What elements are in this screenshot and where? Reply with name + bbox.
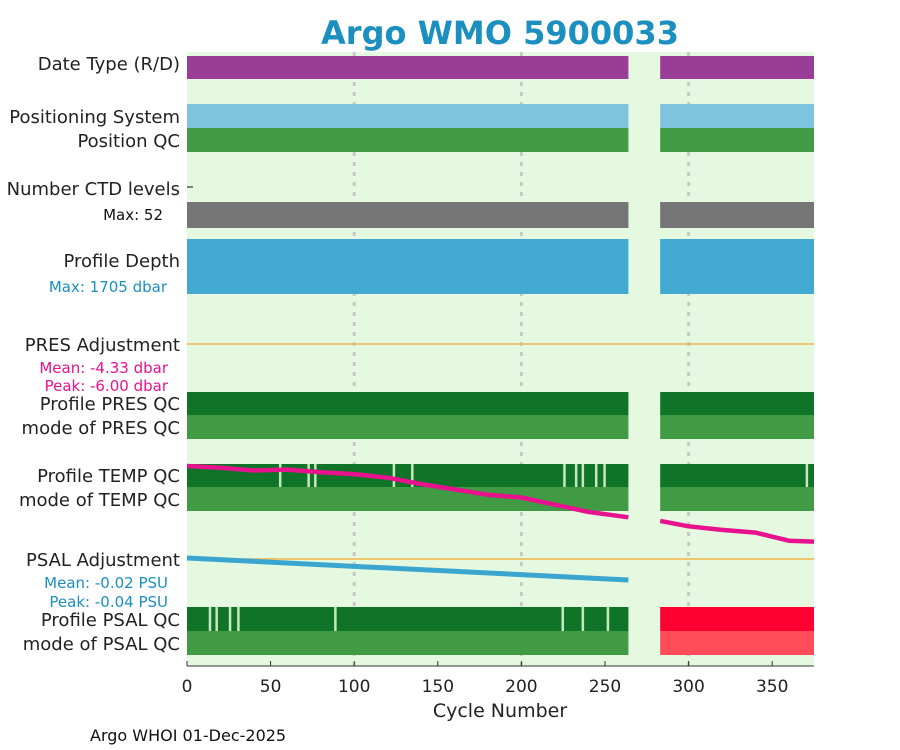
- pres-mode-band-segment-2: [660, 415, 814, 439]
- label-positioning-system: Positioning System: [9, 107, 180, 128]
- label-profile-temp-qc: Profile TEMP QC: [37, 466, 180, 487]
- positioning-band-segment-2: [660, 104, 814, 128]
- date-type-band-segment-1: [187, 56, 629, 79]
- psal-qc-flag-224: [561, 607, 565, 631]
- chart-title: Argo WMO 5900033: [321, 14, 679, 52]
- temp-qc-flag-72: [307, 464, 310, 487]
- temp-trace-segment-2: [659, 518, 815, 544]
- label-depth-max: Max: 1705 dbar: [49, 278, 168, 296]
- profile-depth-band-segment-1: [187, 239, 629, 294]
- label-date-type: Date Type (R/D): [38, 54, 180, 75]
- label-profile-pres-qc: Profile PRES QC: [40, 394, 180, 415]
- psal-adjustment-trace: [186, 555, 629, 583]
- vertical-gridlines: [352, 52, 691, 666]
- psal-mode-band-segment-2: [660, 631, 814, 655]
- temp-trace-segment-1: [186, 463, 629, 520]
- temp-qc-flag-225: [563, 464, 566, 487]
- temp-mode-band-segment-2: [660, 487, 814, 511]
- positioning-band-segment-1: [187, 104, 629, 128]
- x-tick-label-50: 50: [260, 677, 282, 697]
- psal-qc-flag-251: [606, 607, 610, 631]
- data-bands: [187, 56, 814, 655]
- label-pres-adjustment: PRES Adjustment: [25, 335, 180, 356]
- date-type-band-segment-2: [660, 56, 814, 79]
- ctd-levels-band-segment-2: [660, 202, 814, 228]
- temp-qc-band-segment-2: [660, 464, 814, 487]
- x-tick-label-300: 300: [672, 677, 704, 697]
- x-tick-label-350: 350: [756, 677, 788, 697]
- pres-qc-band-segment-2: [660, 392, 814, 415]
- label-mode-pres-qc: mode of PRES QC: [22, 418, 180, 439]
- label-psal-mean: Mean: -0.02 PSU: [44, 574, 168, 592]
- label-pres-mean: Mean: -4.33 dbar: [39, 359, 169, 377]
- psal-qc-flag-30: [237, 607, 240, 631]
- psal-qc-flag-88: [334, 607, 337, 631]
- x-tick-label-100: 100: [338, 677, 370, 697]
- temp-qc-flag-232: [574, 464, 578, 487]
- temp-qc-flag-236: [581, 464, 585, 487]
- position-qc-band-segment-2: [660, 128, 814, 152]
- x-tick-label-250: 250: [589, 677, 621, 697]
- footer-credit: Argo WHOI 01-Dec-2025: [90, 726, 286, 745]
- label-profile-psal-qc: Profile PSAL QC: [41, 610, 180, 631]
- psal-qc-flag-17: [215, 607, 218, 631]
- psal-qc-flag-236: [581, 607, 585, 631]
- ctd-levels-band-segment-1: [187, 202, 629, 228]
- temp-qc-flag-55: [278, 464, 282, 487]
- label-psal-adjustment: PSAL Adjustment: [26, 550, 180, 571]
- x-tick-label-150: 150: [422, 677, 454, 697]
- pres-mode-band-segment-1: [187, 415, 629, 439]
- temp-qc-flag-123: [392, 464, 396, 487]
- label-mode-temp-qc: mode of TEMP QC: [19, 490, 180, 511]
- x-axis-label: Cycle Number: [433, 700, 567, 722]
- psal-qc-flag-25: [228, 607, 232, 631]
- label-mode-psal-qc: mode of PSAL QC: [23, 634, 180, 655]
- label-number-ctd-levels: Number CTD levels: [7, 179, 180, 200]
- label-position-qc: Position QC: [77, 131, 180, 152]
- position-qc-band-segment-1: [187, 128, 629, 152]
- psal-mode-band-segment-1: [187, 631, 629, 655]
- psal-qc-band-segment-1: [187, 607, 629, 631]
- x-axis-ticks: 0 50 100 150 200 250 300 350: [182, 661, 788, 697]
- psal-qc-band-segment-2: [660, 607, 814, 631]
- adjustment-traces: [186, 343, 815, 583]
- label-psal-peak: Peak: -0.04 PSU: [49, 593, 168, 611]
- psal-qc-flag-13: [208, 607, 212, 631]
- pres-qc-band-segment-1: [187, 392, 629, 415]
- temp-qc-flag-370: [805, 464, 809, 487]
- label-pres-peak: Peak: -6.00 dbar: [45, 377, 169, 395]
- profile-depth-band-segment-2: [660, 239, 814, 294]
- temp-qc-flag-76: [314, 464, 317, 487]
- temp-qc-flag-249: [603, 464, 606, 487]
- x-tick-label-0: 0: [182, 677, 193, 697]
- temp-qc-flag-134: [411, 464, 414, 487]
- label-ctd-max: Max: 52: [103, 206, 163, 224]
- label-profile-depth: Profile Depth: [63, 251, 180, 272]
- x-tick-label-200: 200: [505, 677, 537, 697]
- temp-qc-flag-244: [594, 464, 598, 487]
